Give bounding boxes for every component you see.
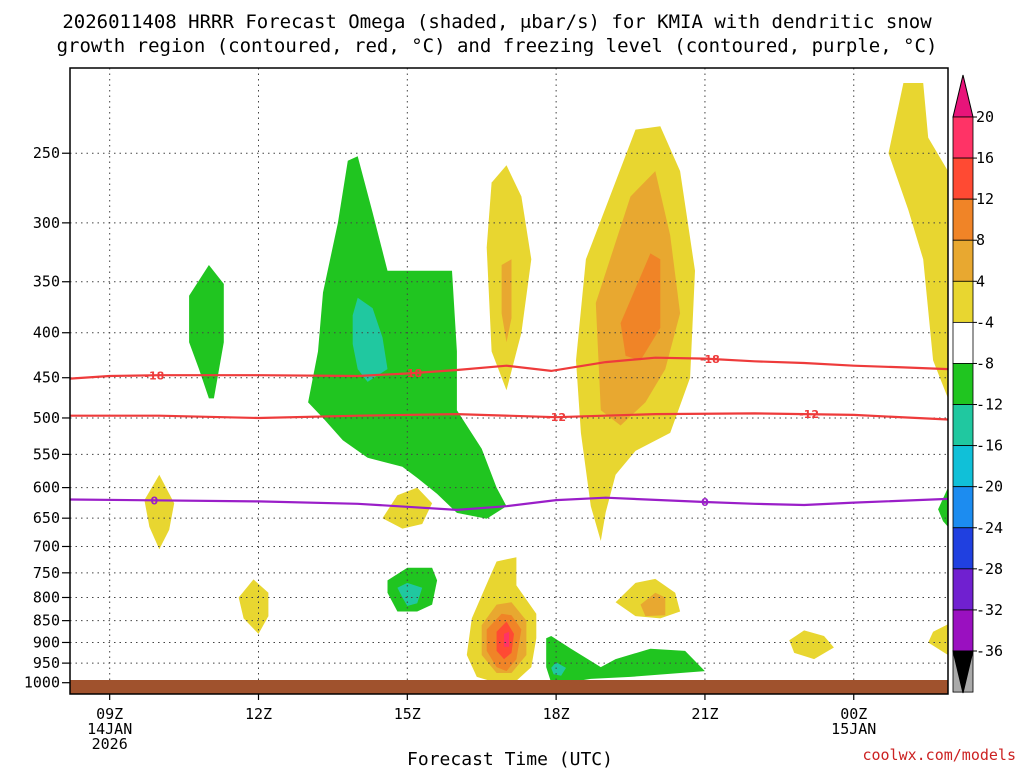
colorbar-segment-4 [952,280,974,323]
omega-region-25 [938,487,948,527]
omega-region-6 [620,253,661,361]
temperature-contours: -18 -18 -18 -12 -12 0 0 [69,353,949,512]
colorbar-label-4: 4 [976,272,985,290]
omega-region-12 [789,630,834,660]
omega-region-11 [640,592,666,617]
colorbar-segment-7 [952,404,974,447]
omega-region-24 [551,662,566,676]
pressure-axis: 250 300 350 400 450 500 550 600 650 700 750 800 850 9… [24,144,70,692]
colorbar-label-0: 20 [976,108,994,126]
y-tick-label-3: 400 [33,324,60,342]
colorbar-top-arrow [952,74,974,118]
colorbar-bottom-arrow [952,650,974,694]
colorbar-label-12: -32 [976,601,1003,619]
y-tick-label-10: 750 [33,564,60,582]
colorbar-label-10: -24 [976,519,1003,537]
y-tick-label-7: 600 [33,479,60,497]
dgz-contour-line-0 [69,356,949,380]
dgz-contour-label-0-1: -18 [402,367,422,380]
x-tick-label-2-0: 15Z [394,705,421,723]
colorbar-segment-11 [952,568,974,611]
y-tick-label-8: 650 [33,509,60,527]
colorbar-segment-12 [952,609,974,652]
omega-region-23 [546,636,705,683]
omega-shading [144,83,948,683]
x-tick-label-5-1: 15JAN [831,720,876,738]
omega-region-3 [501,259,512,343]
omega-region-0 [888,83,948,399]
omega-region-20 [352,297,388,382]
x-tick-label-0-0: 09Z [96,705,123,723]
x-axis-label: Forecast Time (UTC) [407,749,613,768]
colorbar-label-6: -8 [976,354,994,372]
terrain-ground-bar [70,680,948,694]
colorbar-label-2: 12 [976,190,994,208]
omega-region-9 [238,579,269,634]
plot-frame [69,67,949,695]
colorbar-label-3: 8 [976,231,985,249]
y-tick-label-4: 450 [33,369,60,387]
omega-region-22 [397,582,423,606]
colorbar-segment-8 [952,445,974,488]
dgz-contour-line-1 [70,412,949,421]
omega-region-7 [144,474,175,550]
colorbar-segment-2 [952,198,974,241]
y-tick-label-11: 800 [33,588,60,606]
x-tick-label-0-2: 2026 [92,735,128,753]
colorbar-segment-10 [952,527,974,570]
credit-text: coolwx.com/models [862,746,1016,764]
colorbar-label-1: 16 [976,149,994,167]
colorbar-label-13: -36 [976,642,1003,660]
chart-title-line2: growth region (contoured, red, °C) and f… [57,35,938,57]
y-tick-label-14: 950 [33,654,60,672]
omega-colorbar: 20 16 12 8 4 -4 -8 -12 -16 -20 -24 -28 -32 -36 [952,74,1003,694]
x-tick-label-5-0: 00Z [840,705,867,723]
dgz-contour-label-0-0: -18 [144,369,164,382]
y-tick-label-15: 1000 [24,674,60,692]
y-tick-label-6: 550 [33,445,60,463]
colorbar-label-9: -20 [976,478,1003,496]
colorbar-segment-9 [952,486,974,529]
x-tick-label-3-0: 18Z [543,705,570,723]
omega-region-18 [189,265,224,399]
colorbar-segment-3 [952,239,974,282]
colorbar-label-8: -16 [976,437,1003,455]
colorbar-segment-0 [952,116,974,159]
y-tick-label-0: 250 [33,144,60,162]
x-tick-label-1-0: 12Z [245,705,272,723]
x-tick-label-0-1: 14JAN [87,720,132,738]
omega-region-17 [504,631,509,647]
dgz-contour-label-1-1: -12 [799,408,819,421]
y-tick-label-12: 850 [33,612,60,630]
y-tick-label-5: 500 [33,409,60,427]
dgz-contour-label-1-0: -12 [546,411,566,424]
freezing-contour-label-0-1: 0 [701,496,709,509]
omega-region-1 [928,624,948,655]
freezing-contour-line-0 [69,496,949,512]
dgz-contour-label-0-2: -18 [700,353,720,366]
y-tick-label-1: 300 [33,214,60,232]
y-tick-label-13: 900 [33,633,60,651]
colorbar-segment-1 [952,157,974,200]
colorbar-segment-6 [952,363,974,405]
colorbar-label-11: -28 [976,560,1003,578]
grid-lines [70,68,948,694]
freezing-contour-label-0-0: 0 [150,494,158,507]
y-tick-label-2: 350 [33,273,60,291]
colorbar-label-7: -12 [976,396,1003,414]
chart-title-line1: 2026011408 HRRR Forecast Omega (shaded, … [62,11,932,33]
colorbar-label-5: -4 [976,313,994,331]
x-tick-label-4-0: 21Z [691,705,718,723]
y-tick-label-9: 700 [33,537,60,555]
colorbar-segment-5 [952,321,974,364]
